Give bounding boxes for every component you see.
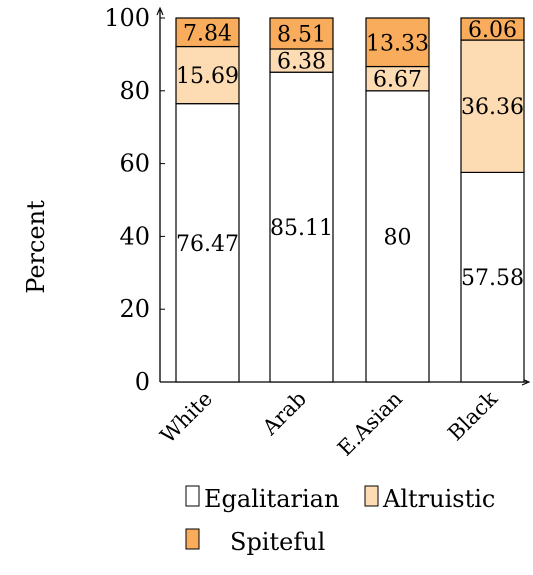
legend-label: Spiteful	[230, 528, 325, 556]
data-label: 8.51	[277, 22, 326, 47]
y-tick-label: 20	[119, 295, 150, 323]
data-label: 6.67	[373, 68, 422, 93]
y-tick-label: 80	[119, 77, 150, 105]
data-label: 85.11	[270, 216, 333, 241]
legend-swatch	[185, 485, 200, 507]
x-category-labels: White Arab E.Asian Black	[156, 386, 503, 460]
data-label: 13.33	[366, 31, 429, 56]
bar-segment	[460, 39, 525, 174]
bar-segment	[269, 71, 334, 383]
data-label: 7.84	[183, 21, 232, 46]
data-label: 6.38	[277, 50, 326, 75]
bar-segment	[175, 17, 240, 48]
bar-segment	[460, 17, 525, 41]
legend-swatch	[364, 485, 379, 507]
y-tick-label: 60	[119, 150, 150, 178]
data-label: 6.06	[468, 18, 517, 43]
data-label: 36.36	[461, 95, 524, 120]
bar-segment	[365, 65, 430, 92]
bar-segment	[365, 17, 430, 68]
y-axis-arrow	[156, 6, 164, 16]
bars: 76.47 15.69 7.84 85.11 6.38 8.51 80 6.67 13.33 57…	[175, 17, 525, 383]
data-label: 76.47	[176, 232, 239, 257]
x-tick-label: E.Asian	[333, 387, 407, 461]
y-tick-labels: 0 20 40 60 80 100	[104, 4, 165, 396]
x-tick-label: Black	[443, 386, 502, 445]
legend-swatch	[185, 528, 200, 550]
data-label: 80	[384, 225, 412, 250]
y-tick-label: 100	[104, 4, 150, 32]
data-label: 15.69	[176, 64, 239, 89]
bar-segment	[460, 171, 525, 383]
y-axis-label: Percent	[22, 200, 50, 294]
x-tick-label: Arab	[257, 387, 311, 441]
x-tick-label: White	[156, 387, 217, 448]
legend-label: Altruistic	[382, 485, 495, 513]
y-tick-label: 40	[119, 222, 150, 250]
bar-segment	[365, 90, 430, 383]
bar-segment	[175, 45, 240, 105]
bar-segment	[175, 103, 240, 383]
y-tick-label: 0	[135, 368, 150, 396]
bar-segment	[269, 17, 334, 50]
data-label: 57.58	[461, 266, 524, 291]
legend: Egalitarian Altruistic Spiteful	[185, 485, 495, 556]
legend-label: Egalitarian	[204, 485, 339, 513]
